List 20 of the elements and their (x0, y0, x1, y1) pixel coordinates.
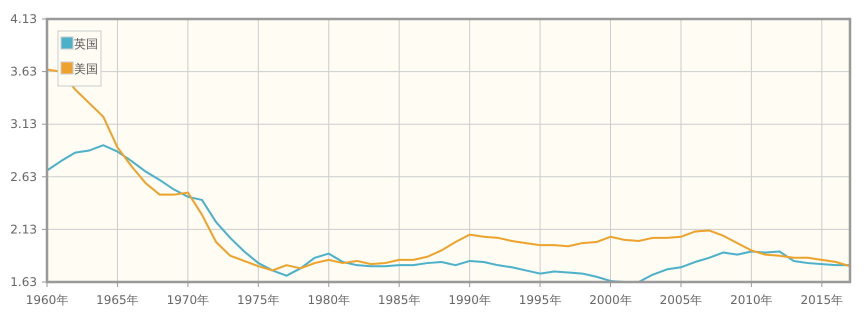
legend-label: 美国 (74, 62, 98, 76)
y-tick-label: 4.13 (10, 12, 37, 26)
x-tick-label: 2000年 (589, 293, 632, 307)
x-tick-label: 2005年 (660, 293, 702, 307)
x-tick-label: 1965年 (96, 293, 139, 307)
x-tick-label: 1970年 (166, 293, 210, 307)
y-tick-label: 2.63 (10, 170, 37, 184)
y-tick-label: 2.13 (10, 222, 37, 236)
x-tick-label: 1990年 (448, 293, 491, 307)
y-tick-label: 3.13 (10, 117, 37, 132)
x-tick-label: 1985年 (378, 293, 420, 307)
x-tick-label: 1980年 (307, 293, 350, 307)
legend-label: 英国 (74, 37, 98, 51)
x-tick-label: 2010年 (730, 293, 773, 307)
x-tick-label: 1995年 (518, 293, 562, 307)
y-tick-label: 1.63 (10, 275, 37, 289)
x-tick-label: 1960年 (26, 293, 68, 307)
x-tick-label: 1975年 (237, 293, 280, 307)
x-tick-label: 2015年 (800, 293, 844, 307)
y-tick-label: 3.63 (10, 64, 37, 79)
